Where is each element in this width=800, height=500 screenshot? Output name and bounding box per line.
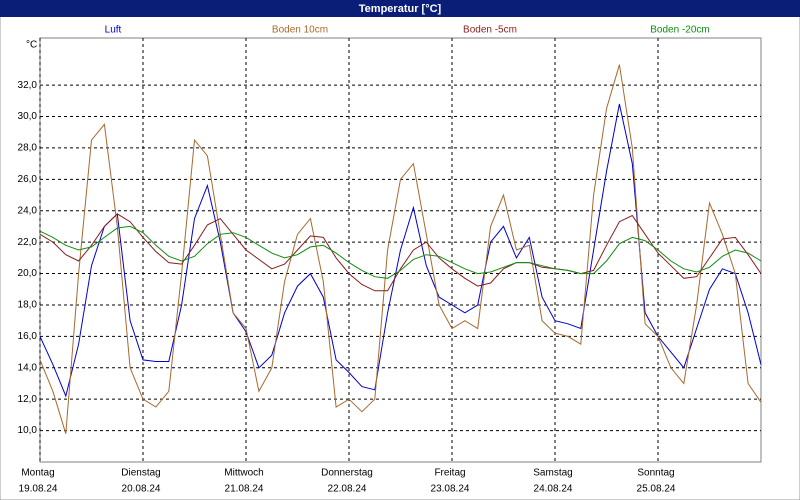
y-tick-label: 24,0 xyxy=(18,205,38,216)
x-tick-label: Dienstag xyxy=(121,468,160,479)
data-line xyxy=(39,64,762,434)
y-tick-label: 26,0 xyxy=(18,174,38,185)
legend-label: Boden -20cm xyxy=(650,25,709,36)
x-tick-date: 22.08.24 xyxy=(328,484,367,495)
y-tick-label: 14,0 xyxy=(18,362,38,373)
x-tick-date: 25.08.24 xyxy=(637,484,676,495)
data-line xyxy=(39,225,762,279)
x-tick-date: 23.08.24 xyxy=(431,484,470,495)
x-tick-date: 21.08.24 xyxy=(225,484,264,495)
y-tick-label: 22,0 xyxy=(18,237,38,248)
y-tick-label: 12,0 xyxy=(18,394,38,405)
y-tick-label: 18,0 xyxy=(18,300,38,311)
x-tick-label: Montag xyxy=(21,468,54,479)
legend-label: Boden 10cm xyxy=(272,25,328,36)
x-tick-label: Samstag xyxy=(533,468,572,479)
x-tick-date: 20.08.24 xyxy=(122,484,161,495)
x-tick-label: Donnerstag xyxy=(321,468,373,479)
x-tick-label: Mittwoch xyxy=(224,468,263,479)
x-tick-date: 19.08.24 xyxy=(19,484,58,495)
chart-title: Temperatur [°C] xyxy=(359,3,442,15)
data-line xyxy=(39,213,762,292)
y-tick-label: 20,0 xyxy=(18,268,38,279)
legend-label: Boden -5cm xyxy=(463,25,517,36)
y-tick-label: 16,0 xyxy=(18,331,38,342)
y-tick-label: 10,0 xyxy=(18,425,38,436)
y-tick-label: 30,0 xyxy=(18,111,38,122)
title-bar xyxy=(0,0,800,17)
y-tick-label: 32,0 xyxy=(18,80,38,91)
x-tick-date: 24.08.24 xyxy=(534,484,573,495)
y-unit: °C xyxy=(26,40,37,51)
x-tick-label: Sonntag xyxy=(637,468,674,479)
x-tick-label: Freitag xyxy=(434,468,465,479)
y-tick-label: 28,0 xyxy=(18,143,38,154)
legend-label: Luft xyxy=(105,25,122,36)
